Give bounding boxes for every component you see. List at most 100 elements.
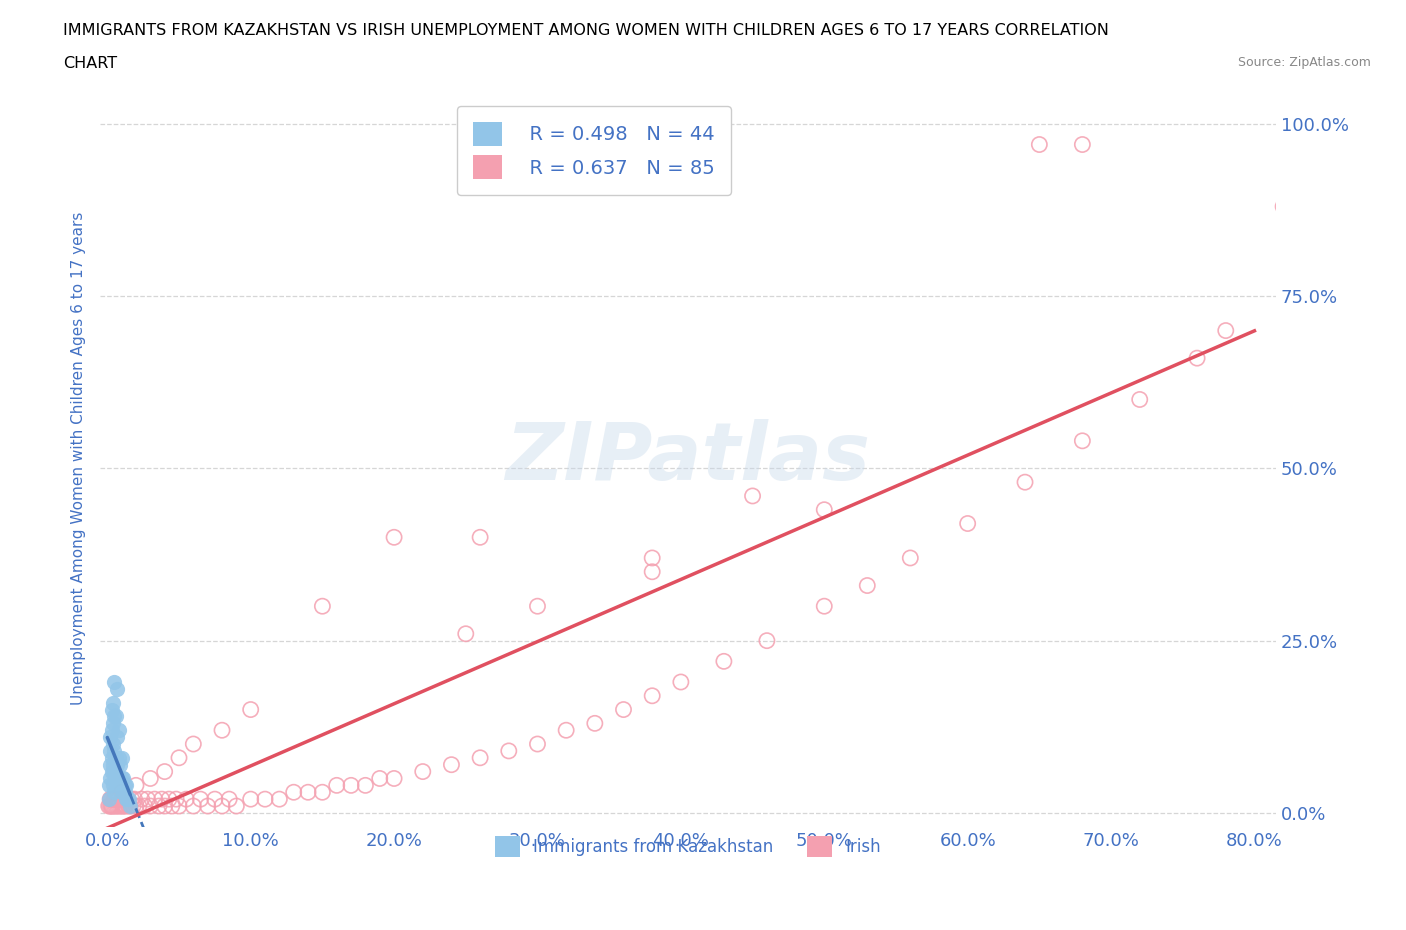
Point: [103, 791, 125, 806]
Point: [612, 702, 634, 717]
Point: [104, 771, 127, 786]
Point: [713, 654, 735, 669]
Point: [103, 799, 125, 814]
Point: [101, 716, 124, 731]
Point: [641, 688, 664, 703]
Point: [100, 799, 122, 814]
Point: [97, 791, 120, 806]
Point: [148, 799, 170, 814]
Point: [105, 777, 128, 792]
Point: [103, 709, 125, 724]
Point: [120, 799, 142, 814]
Point: [526, 599, 548, 614]
Point: [120, 799, 142, 814]
Point: [115, 777, 138, 792]
Point: [755, 633, 778, 648]
Point: [112, 791, 135, 806]
Point: [97, 799, 120, 814]
Point: [382, 771, 405, 786]
Point: [174, 791, 197, 806]
Point: [98, 791, 121, 806]
Point: [108, 757, 131, 772]
Point: [103, 743, 125, 758]
Point: [101, 696, 124, 711]
Point: [118, 791, 141, 806]
Point: [117, 791, 139, 806]
Point: [105, 682, 128, 697]
Point: [98, 799, 121, 814]
Point: [283, 785, 305, 800]
Point: [1014, 474, 1036, 489]
Point: [160, 799, 183, 814]
Point: [956, 516, 979, 531]
Point: [117, 791, 139, 806]
Point: [134, 799, 156, 814]
Point: [124, 791, 146, 806]
Point: [583, 716, 606, 731]
Point: [97, 777, 120, 792]
Point: [1215, 323, 1237, 338]
Point: [297, 785, 319, 800]
Point: [114, 777, 136, 792]
Text: CHART: CHART: [63, 56, 117, 71]
Point: [1071, 137, 1094, 152]
Point: [741, 488, 763, 503]
Point: [898, 551, 921, 565]
Point: [526, 737, 548, 751]
Point: [100, 751, 122, 765]
Point: [98, 757, 121, 772]
Point: [107, 799, 129, 814]
Point: [1301, 165, 1323, 179]
Point: [103, 764, 125, 779]
Point: [669, 674, 692, 689]
Point: [1129, 392, 1152, 407]
Point: [103, 785, 125, 800]
Point: [412, 764, 434, 779]
Point: [139, 771, 162, 786]
Point: [153, 799, 176, 814]
Point: [100, 702, 122, 717]
Point: [101, 799, 124, 814]
Point: [104, 709, 127, 724]
Point: [125, 799, 148, 814]
Point: [1028, 137, 1050, 152]
Point: [239, 791, 262, 806]
Point: [107, 751, 129, 765]
Point: [108, 777, 131, 792]
Point: [382, 530, 405, 545]
Point: [111, 751, 134, 765]
Point: [641, 565, 664, 579]
Point: [136, 791, 159, 806]
Point: [101, 777, 124, 792]
Point: [153, 764, 176, 779]
Point: [114, 799, 136, 814]
Point: [354, 777, 377, 792]
Point: [122, 799, 145, 814]
Point: [1272, 199, 1295, 214]
Point: [165, 791, 187, 806]
Point: [111, 785, 134, 800]
Point: [150, 791, 173, 806]
Point: [468, 530, 491, 545]
Point: [325, 777, 347, 792]
Point: [269, 791, 291, 806]
Point: [131, 791, 153, 806]
Point: [190, 791, 212, 806]
Point: [105, 757, 128, 772]
Point: [225, 799, 247, 814]
Point: [254, 791, 277, 806]
Point: [107, 791, 129, 806]
Y-axis label: Unemployment Among Women with Children Ages 6 to 17 years: Unemployment Among Women with Children A…: [72, 211, 86, 705]
Point: [100, 791, 122, 806]
Point: [143, 791, 166, 806]
Point: [103, 791, 125, 806]
Point: [101, 757, 124, 772]
Point: [813, 502, 835, 517]
Point: [183, 737, 205, 751]
Point: [105, 730, 128, 745]
Point: [311, 785, 333, 800]
Text: Source: ZipAtlas.com: Source: ZipAtlas.com: [1237, 56, 1371, 69]
Point: [340, 777, 363, 792]
Point: [368, 771, 391, 786]
Point: [111, 799, 134, 814]
